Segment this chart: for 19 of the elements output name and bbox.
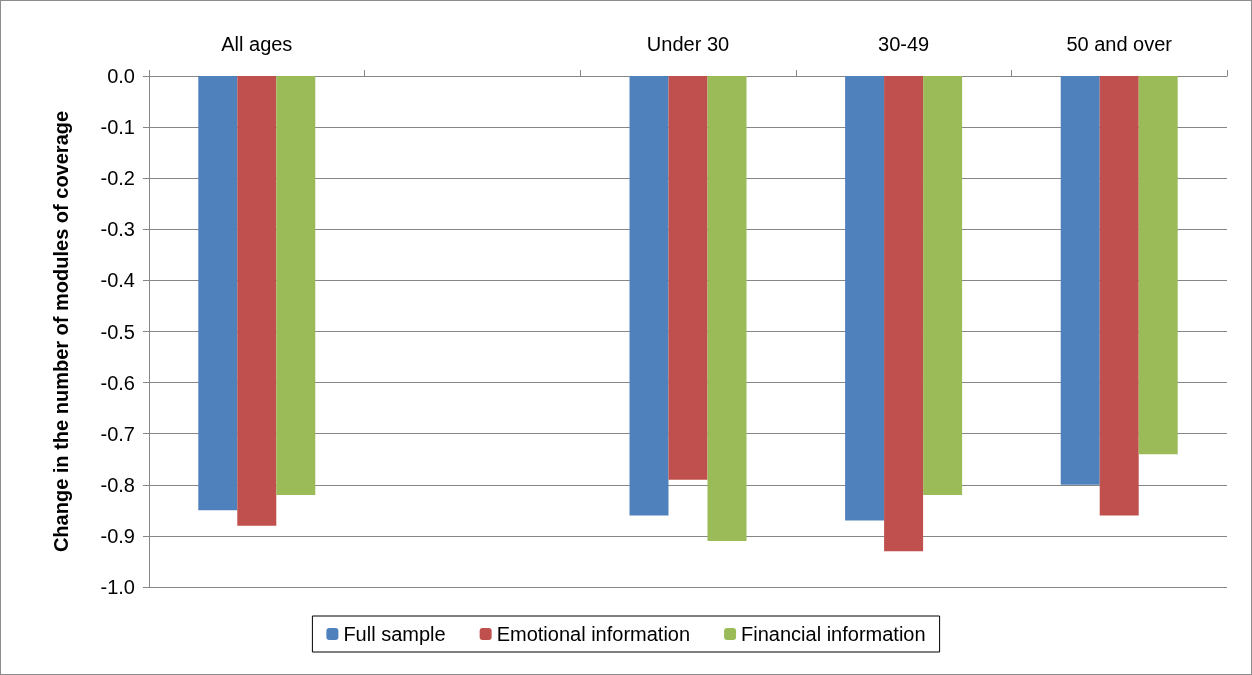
legend-label: Full sample [343, 623, 446, 645]
x-tick-label: 30-49 [878, 33, 930, 55]
y-tick-label: -1.0 [100, 576, 135, 598]
y-tick-label: -0.3 [100, 218, 135, 241]
y-tick-label: -0.6 [100, 371, 135, 394]
x-tick-label: Under 30 [646, 33, 730, 55]
legend-label: Emotional information [496, 623, 691, 645]
y-tick-label: 0.0 [107, 65, 135, 87]
legend-label: Financial information [741, 623, 926, 645]
x-tick-label: 50 and over [1066, 33, 1173, 55]
x-tick-label: All ages [221, 33, 293, 55]
y-tick-label: -0.1 [100, 116, 135, 139]
y-tick-label: -0.2 [100, 167, 135, 190]
y-tick-label: -0.4 [100, 269, 135, 292]
y-tick-label: -0.8 [100, 473, 135, 496]
y-tick-label: -0.7 [100, 422, 135, 445]
y-tick-label: -0.5 [100, 320, 135, 343]
y-tick-label: -0.9 [100, 524, 135, 547]
y-axis-title: Change in the number of modules of coverage [50, 110, 72, 553]
